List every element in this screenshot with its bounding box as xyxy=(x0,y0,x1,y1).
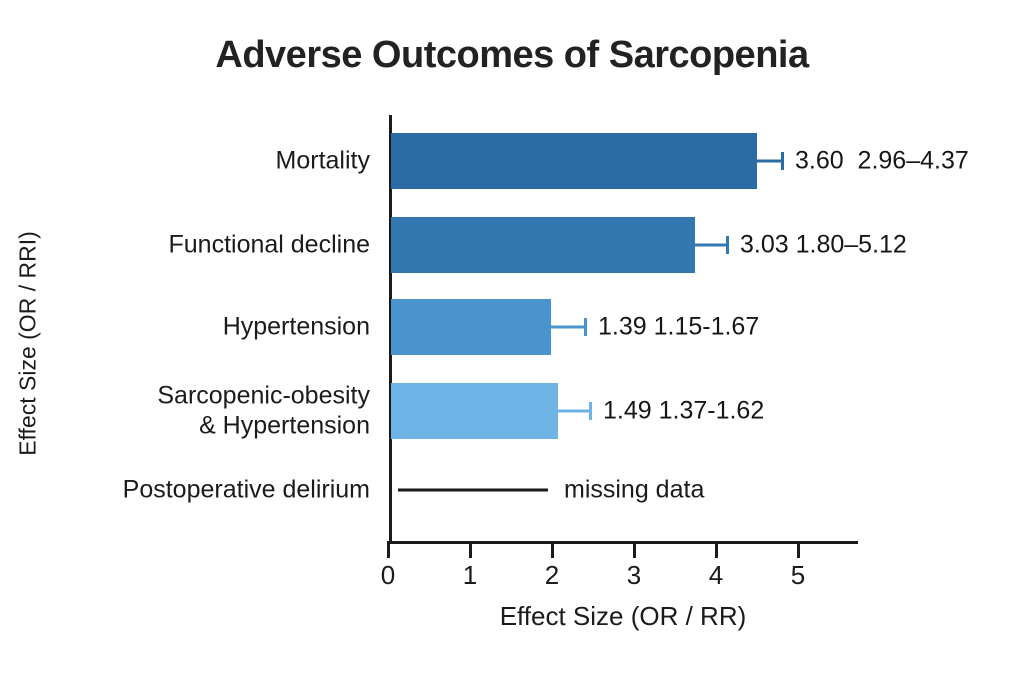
error-bar-cap xyxy=(584,318,587,336)
value-label: 3.03 1.80–5.12 xyxy=(740,230,907,259)
x-tick-label: 5 xyxy=(790,560,806,590)
chart-title: Adverse Outcomes of Sarcopenia xyxy=(215,34,809,76)
value-label: 1.49 1.37-1.62 xyxy=(603,396,765,425)
x-tick xyxy=(633,541,636,558)
bar xyxy=(391,383,558,439)
x-tick-label: 2 xyxy=(544,560,560,590)
bar xyxy=(391,299,551,355)
y-axis-line xyxy=(389,115,392,544)
x-tick xyxy=(551,541,554,558)
bar xyxy=(391,133,757,189)
x-tick-label: 1 xyxy=(462,560,478,590)
x-axis-label: Effect Size (OR / RR) xyxy=(499,601,747,631)
x-tick xyxy=(797,541,800,558)
category-label: Mortality xyxy=(275,146,370,175)
x-axis-line xyxy=(387,541,858,544)
value-label: 1.39 1.15-1.67 xyxy=(598,312,760,341)
value-label: 3.60 2.96–4.37 xyxy=(795,146,969,175)
x-tick xyxy=(387,541,390,558)
missing-data-label: missing data xyxy=(564,475,705,504)
error-bar-cap xyxy=(589,402,592,420)
missing-data-line xyxy=(398,488,548,492)
category-label: Hypertension xyxy=(222,312,370,341)
x-tick-label: 3 xyxy=(626,560,642,590)
x-tick xyxy=(715,541,718,558)
error-bar xyxy=(558,409,591,413)
error-bar-cap xyxy=(726,236,729,254)
bar xyxy=(391,217,695,273)
x-tick xyxy=(469,541,472,558)
error-bar xyxy=(551,325,586,329)
error-bar xyxy=(757,159,783,163)
category-label: Functional decline xyxy=(168,230,370,259)
category-label: Sarcopenic-obesity & Hypertension xyxy=(157,381,370,440)
error-bar-cap xyxy=(781,152,784,170)
category-label: Postoperative delirium xyxy=(122,475,370,504)
error-bar xyxy=(695,243,728,247)
x-tick-label: 0 xyxy=(380,560,396,590)
x-tick-label: 4 xyxy=(708,560,724,590)
